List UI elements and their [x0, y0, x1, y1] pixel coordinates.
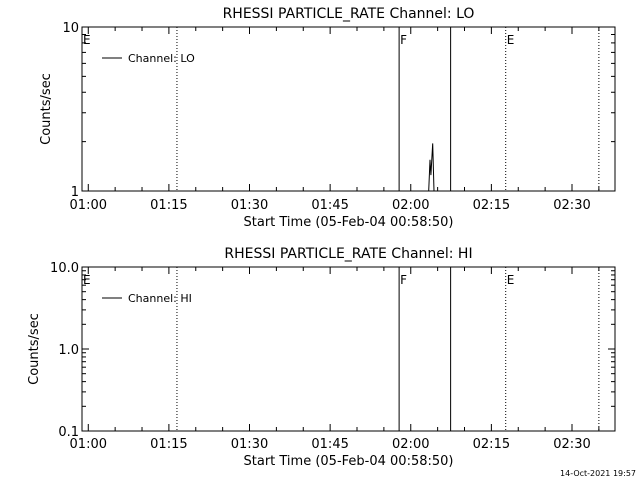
- event-marker-label: E: [83, 273, 91, 287]
- x-tick-label: 02:30: [553, 437, 590, 452]
- y-tick-label: 1.0: [58, 343, 79, 358]
- x-tick-label: 01:45: [311, 437, 348, 452]
- x-axis-label: Start Time (05-Feb-04 00:58:50): [244, 215, 454, 230]
- event-marker-label: E: [83, 33, 91, 47]
- x-tick-label: 01:15: [150, 198, 187, 213]
- hi-channel-panel: RHESSI PARTICLE_RATE Channel: HI 01:00 01:…: [27, 246, 616, 469]
- y-tick-label: 10.0: [50, 261, 79, 276]
- lo-channel-panel: RHESSI PARTICLE_RATE Channel: LO 01:00 01:…: [39, 6, 616, 230]
- x-tick-label: 01:30: [231, 437, 268, 452]
- x-tick-label: 01:00: [70, 437, 107, 452]
- x-tick-label: 02:00: [392, 198, 429, 213]
- y-tick-label: 1: [71, 185, 79, 200]
- event-marker-label: E: [507, 33, 515, 47]
- x-tick-label: 01:00: [70, 198, 107, 213]
- x-axis-label: Start Time (05-Feb-04 00:58:50): [244, 454, 454, 469]
- x-tick-label: 02:00: [392, 437, 429, 452]
- event-marker-label: E: [507, 273, 515, 287]
- plot-frame: [81, 26, 616, 192]
- x-tick-label: 02:15: [473, 198, 510, 213]
- legend-label: Channel: LO: [128, 52, 195, 65]
- x-tick-label: 01:30: [231, 198, 268, 213]
- chart-title: RHESSI PARTICLE_RATE Channel: HI: [224, 246, 472, 262]
- y-tick-label: 0.1: [58, 425, 79, 440]
- x-tick-label: 01:15: [150, 437, 187, 452]
- y-axis-label: Counts/sec: [27, 313, 42, 385]
- x-tick-label: 02:15: [473, 437, 510, 452]
- x-tick-label: 01:45: [311, 198, 348, 213]
- y-axis-label: Counts/sec: [39, 73, 54, 145]
- x-tick-label: 02:30: [553, 198, 590, 213]
- event-marker-label: F: [400, 273, 407, 287]
- chart-title: RHESSI PARTICLE_RATE Channel: LO: [223, 6, 475, 22]
- event-marker-label: F: [400, 33, 407, 47]
- timestamp: 14-Oct-2021 19:57: [560, 469, 636, 478]
- y-tick-label: 10: [62, 21, 79, 36]
- series-line: [428, 143, 435, 192]
- legend-label: Channel: HI: [128, 292, 192, 305]
